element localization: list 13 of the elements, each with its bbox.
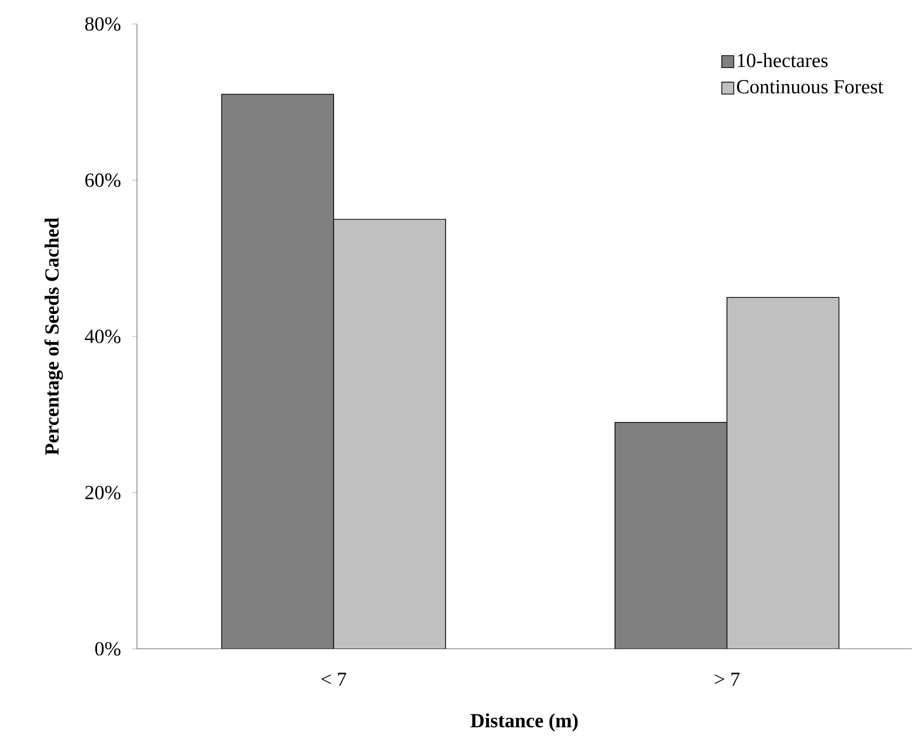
legend-label: Continuous Forest (736, 80, 884, 94)
y-tick-label: 80% (85, 17, 120, 31)
bar (333, 218, 446, 649)
x-axis-title: Distance (m) (470, 713, 578, 732)
x-tick-label: < 7 (322, 672, 346, 686)
x-tick-label: > 7 (714, 672, 740, 686)
y-tick-label: 0% (95, 642, 120, 656)
y-tick-label: 40% (84, 330, 120, 344)
bar (726, 297, 840, 649)
y-axis-title: Percentage of Seeds Cached (44, 218, 63, 456)
y-tick-label: 60% (85, 174, 120, 188)
legend-label: 10-hectares (738, 53, 828, 68)
y-tick-label: 20% (85, 486, 120, 500)
